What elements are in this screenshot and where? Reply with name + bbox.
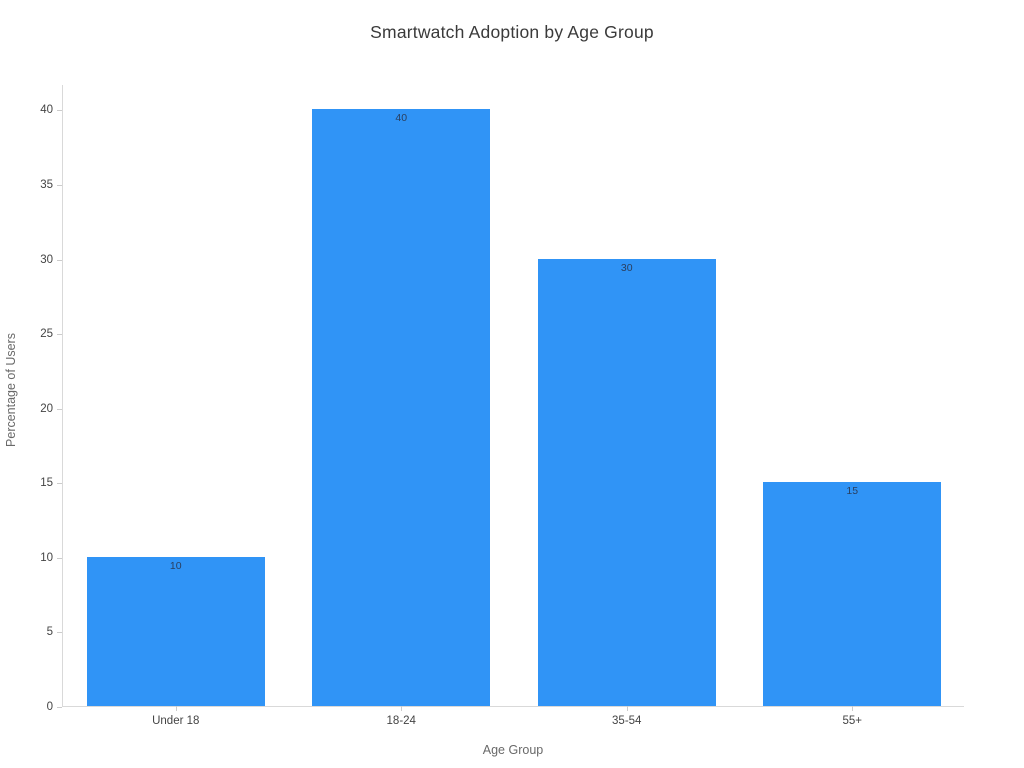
x-tick-mark	[626, 706, 628, 711]
y-axis-title: Percentage of Users	[4, 333, 18, 447]
y-tick-label: 30	[40, 253, 53, 266]
y-tick-mark	[57, 110, 62, 112]
plot-area: 0 5 10 15 20 25 30 35 40 10 40 30 15 Under 18 18-24 3…	[40, 85, 964, 727]
y-tick-label: 35	[40, 178, 53, 191]
bar-35-54: 30	[537, 258, 716, 706]
y-tick-mark	[57, 707, 62, 708]
y-tick-mark	[57, 557, 62, 559]
y-tick-label: 10	[40, 551, 53, 564]
y-tick-label: 40	[40, 104, 53, 117]
y-tick-label: 25	[40, 328, 53, 341]
bar-55-: 15	[763, 482, 942, 706]
y-tick-label: 20	[40, 402, 53, 415]
y-tick-mark	[57, 184, 62, 186]
x-tick-mark	[175, 706, 177, 711]
bar-18-24: 40	[312, 109, 491, 706]
y-tick-mark	[57, 259, 62, 261]
x-tick-label: 18-24	[386, 715, 416, 727]
x-tick-label: 55+	[842, 715, 863, 727]
y-tick-label: 5	[46, 626, 53, 639]
bar-value-label: 40	[395, 112, 408, 125]
y-tick-mark	[57, 483, 62, 485]
chart-title: Smartwatch Adoption by Age Group	[370, 22, 654, 42]
bar-value-label: 30	[620, 261, 633, 274]
x-axis-title: Age Group	[482, 743, 544, 757]
x-tick-label: Under 18	[152, 715, 200, 727]
y-tick-label: 15	[40, 477, 53, 490]
y-tick-mark	[57, 408, 62, 410]
y-tick-mark	[57, 632, 62, 634]
x-tick-mark	[852, 706, 854, 711]
x-tick-label: 35-54	[612, 715, 642, 727]
bar-value-label: 10	[169, 559, 182, 572]
y-tick-mark	[57, 334, 62, 336]
bar-value-label: 15	[846, 485, 859, 498]
bar-under-18: 10	[86, 556, 265, 706]
x-tick-mark	[401, 706, 403, 711]
y-tick-label: 0	[46, 701, 53, 713]
